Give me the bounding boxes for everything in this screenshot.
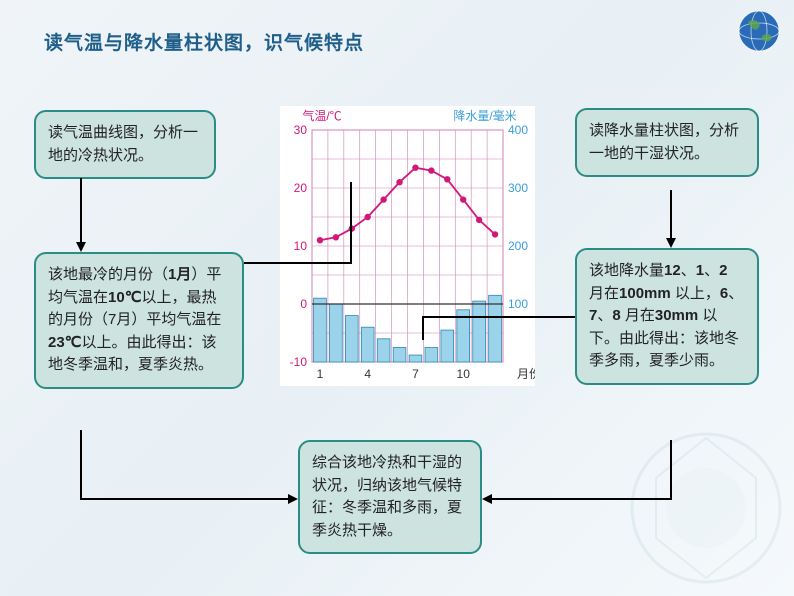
svg-text:7: 7 — [412, 367, 419, 381]
svg-text:20: 20 — [294, 181, 308, 195]
svg-text:10: 10 — [294, 239, 308, 253]
background-logo — [626, 428, 786, 588]
arrow-head — [76, 242, 86, 252]
box-summary: 综合该地冷热和干湿的状况，归纳该地气候特征：冬季温和多雨，夏季炎热干燥。 — [298, 440, 482, 554]
connector-line — [244, 262, 352, 264]
svg-text:气温/℃: 气温/℃ — [302, 108, 341, 123]
svg-text:30: 30 — [294, 123, 308, 137]
svg-text:100: 100 — [508, 297, 528, 311]
svg-text:1: 1 — [317, 367, 324, 381]
connector-line — [422, 316, 575, 318]
svg-text:4: 4 — [364, 367, 371, 381]
globe-icon — [738, 10, 780, 52]
text: 读降水量柱状图，分析一地的干湿状况。 — [589, 122, 739, 162]
arrow-line — [80, 178, 82, 242]
svg-text:0: 0 — [300, 297, 307, 311]
svg-text:10: 10 — [457, 367, 471, 381]
connector-line — [422, 316, 424, 340]
connector-line — [670, 440, 672, 500]
text: 该地最冷的月份（1月）平均气温在10℃以上，最热的月份（7月）平均气温在23℃以… — [48, 266, 221, 373]
svg-text:400: 400 — [508, 123, 528, 137]
connector-line — [350, 182, 352, 264]
box-precip-analysis: 该地降水量12、1、2 月在100mm 以上，6、7、8 月在30mm 以下。由… — [575, 248, 759, 385]
connector-line — [492, 498, 672, 500]
svg-text:降水量/毫米: 降水量/毫米 — [453, 108, 516, 123]
box-temp-intro: 读气温曲线图，分析一地的冷热状况。 — [34, 110, 216, 179]
arrow-head — [288, 494, 298, 504]
arrow-head — [482, 494, 492, 504]
arrow-head — [666, 238, 676, 248]
svg-text:-10: -10 — [290, 355, 308, 369]
box-precip-intro: 读降水量柱状图，分析一地的干湿状况。 — [575, 108, 759, 177]
svg-text:200: 200 — [508, 239, 528, 253]
page-title: 读气温与降水量柱状图，识气候特点 — [44, 28, 364, 55]
connector-line — [80, 498, 288, 500]
climate-chart: 气温/℃ 降水量/毫米 -10 0 10 20 30 100 200 300 400 1 4 7 10 月份 — [280, 106, 535, 386]
svg-text:300: 300 — [508, 181, 528, 195]
connector-line — [80, 430, 82, 500]
text: 综合该地冷热和干湿的状况，归纳该地气候特征：冬季温和多雨，夏季炎热干燥。 — [312, 454, 462, 539]
text: 读气温曲线图，分析一地的冷热状况。 — [48, 124, 198, 164]
box-temp-analysis: 该地最冷的月份（1月）平均气温在10℃以上，最热的月份（7月）平均气温在23℃以… — [34, 252, 244, 389]
svg-text:月份: 月份 — [517, 367, 535, 381]
arrow-line — [670, 190, 672, 238]
text: 该地降水量12、1、2 月在100mm 以上，6、7、8 月在30mm 以下。由… — [589, 262, 743, 369]
